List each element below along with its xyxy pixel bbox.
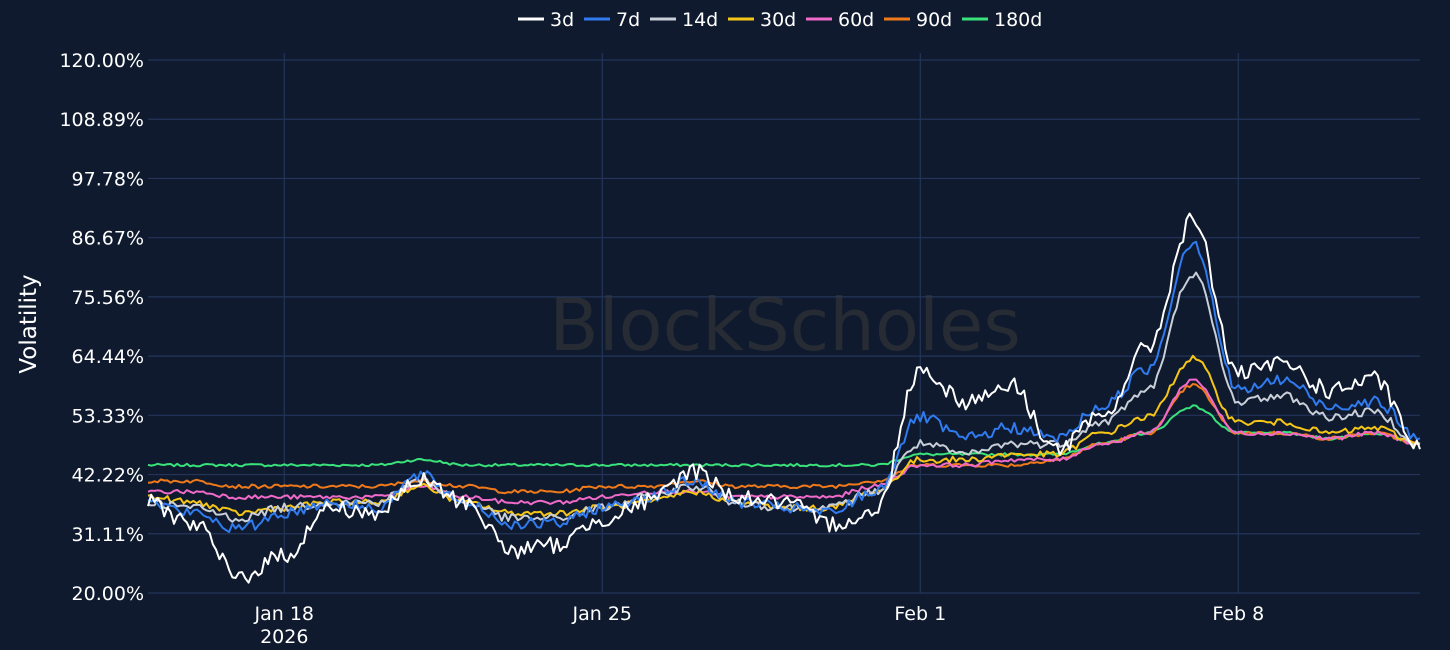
legend: 3d 7d 14d 30d 60d 90d 180d	[518, 9, 1042, 31]
series-line-30d	[147, 354, 1421, 518]
y-tick-label: 75.56%	[72, 287, 144, 309]
legend-label-180d[interactable]: 180d	[994, 9, 1042, 31]
y-tick-label: 120.00%	[59, 50, 144, 72]
series-line-7d	[147, 240, 1421, 534]
y-tick-label: 97.78%	[72, 168, 144, 190]
x-tick-label: Jan 18	[254, 603, 315, 625]
series-line-60d	[147, 378, 1421, 506]
y-tick-label: 20.00%	[72, 583, 144, 605]
x-tick-sublabel: 2026	[260, 626, 308, 648]
y-tick-label: 42.22%	[72, 465, 144, 487]
y-tick-label: 53.33%	[72, 405, 144, 427]
y-tick-label: 108.89%	[59, 109, 144, 131]
y-axis-ticks: 120.00% 108.89% 97.78% 86.67% 75.56% 64.44% 53…	[59, 50, 144, 605]
x-tick-label: Feb 1	[894, 603, 946, 625]
grid-lines	[148, 53, 1420, 594]
legend-label-90d[interactable]: 90d	[916, 9, 952, 31]
x-tick-label: Jan 25	[572, 603, 633, 625]
y-axis-title: Volatility	[16, 274, 42, 373]
legend-label-14d[interactable]: 14d	[682, 9, 718, 31]
y-tick-label: 86.67%	[72, 228, 144, 250]
watermark: BlockScholes	[549, 283, 1021, 367]
series-line-90d	[148, 383, 1421, 495]
legend-label-30d[interactable]: 30d	[760, 9, 796, 31]
legend-label-3d[interactable]: 3d	[550, 9, 574, 31]
legend-label-7d[interactable]: 7d	[616, 9, 640, 31]
y-tick-label: 31.11%	[72, 524, 144, 546]
y-tick-label: 64.44%	[72, 346, 144, 368]
legend-label-60d[interactable]: 60d	[838, 9, 874, 31]
series-line-180d	[147, 404, 1421, 468]
x-tick-label: Feb 8	[1212, 603, 1264, 625]
series-line-3d	[147, 212, 1421, 584]
series-lines	[147, 212, 1421, 584]
